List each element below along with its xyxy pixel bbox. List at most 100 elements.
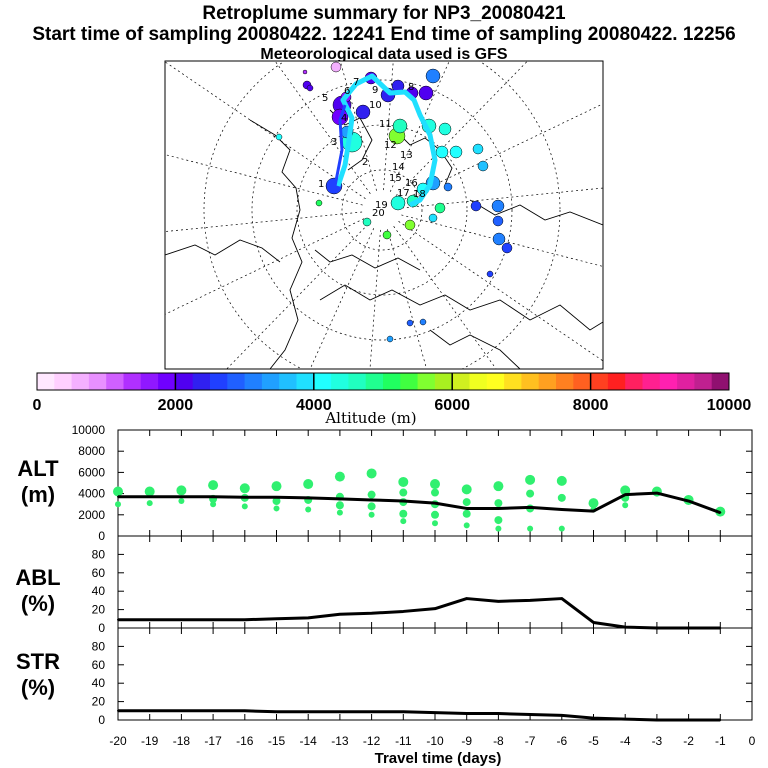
alt-data-point [148,495,151,498]
cluster-dot [622,502,629,509]
cluster-dot [336,509,343,516]
meridian-line [387,229,427,369]
latitude-circle [203,61,561,369]
latitude-circle [296,124,468,296]
plume-bubble [428,213,438,223]
abl-data-point [465,597,468,600]
str-data-point [465,712,468,715]
x-tick-label: -8 [493,734,504,748]
abl-data-point [307,616,310,619]
trajectory-day-label: 6 [344,86,350,97]
alt-data-point [180,495,183,498]
str-data-point [497,712,500,715]
colorbar-frame [36,372,730,391]
meridian-line [401,214,603,267]
colorbar-segment [711,373,730,390]
str-data-point [338,710,341,713]
plume-bubble [315,199,323,207]
alt-y-tick-label: 2000 [78,508,105,522]
trajectory-day-label: 13 [400,150,413,161]
colorbar-segment [37,373,55,390]
cluster-dot [430,479,440,490]
plume-bubble [470,200,482,212]
abl-data-point [275,617,278,620]
cluster-dot [399,488,408,497]
alt-data-point [497,507,500,510]
cluster-dot [367,502,376,511]
str-data-point [275,710,278,713]
cluster-dot [239,483,250,494]
cluster-dot [144,486,155,497]
x-tick-label: -12 [363,734,381,748]
plume-bubble [419,318,427,326]
meridian-line [399,103,603,202]
plume-bubble [390,195,406,211]
colorbar-segment [365,373,384,390]
alt-data-point [465,507,468,510]
plume-bubble [418,85,434,101]
colorbar-segment [296,373,315,390]
colorbar-tick-label: 4000 [296,397,332,414]
meridian-line [165,211,363,232]
x-tick-label: -4 [620,734,631,748]
alt-data-point [560,508,563,511]
str-data-point [402,710,405,713]
alt-data-point [402,500,405,503]
str-data-point [180,709,183,712]
plume-bubble [449,145,463,159]
colorbar-segment [469,373,488,390]
alt-data-point [655,492,658,495]
cluster-dot [432,520,438,527]
x-tick-label: -20 [109,734,127,748]
colorbar-segment [261,373,280,390]
trajectory-day-label: 16 [405,178,418,189]
trajectory-day-label: 10 [369,100,382,111]
plume-bubble [302,69,308,75]
cluster-dot [527,525,534,532]
x-tick-label: -6 [556,734,567,748]
cluster-dot [305,506,312,513]
latitude-circle [251,79,513,341]
abl-data-point [434,607,436,610]
x-tick-label: -18 [173,734,191,748]
plume-bubble [492,232,506,246]
plume-bubble [355,104,371,120]
colorbar-tick-label: 6000 [434,397,470,414]
colorbar-segment [607,373,626,390]
colorbar-segment [434,373,453,390]
str-data-point [592,717,595,720]
cluster-dot [494,499,503,508]
trajectory-day-label: 1 [318,179,324,190]
alt-y-tick-label: 4000 [78,487,105,501]
str-data-point [624,718,627,721]
plume-bubble [472,143,484,155]
colorbar-segment [227,373,245,390]
plume-bubble [491,199,505,213]
trajectory-day-label: 2 [362,157,368,168]
colorbar-segment [452,373,470,390]
cluster-dot [462,509,471,518]
x-tick-label: -7 [525,734,536,748]
plume-bubble [382,230,392,240]
str-data-point [307,710,310,713]
x-tick-label: -9 [461,734,472,748]
trajectory-day-label: 8 [408,82,414,93]
x-tick-label: -3 [652,734,663,748]
plume-bubble [362,217,372,227]
trajectory-day-label: 14 [392,162,405,173]
cluster-dot [335,501,344,510]
colorbar-segment [244,373,263,390]
colorbar-segment [175,373,194,390]
str-series-line [118,709,721,722]
abl-data-point [370,612,373,615]
cluster-dot [115,501,121,508]
alt-y-tick-label: 6000 [78,465,105,479]
meridian-line [383,61,394,191]
plume-bubble [501,242,513,254]
colorbar-segment [140,373,159,390]
plume-bubble [404,219,416,231]
abl-series-line [118,597,721,630]
alt-data-point [307,496,310,499]
cluster-dot [431,510,439,519]
